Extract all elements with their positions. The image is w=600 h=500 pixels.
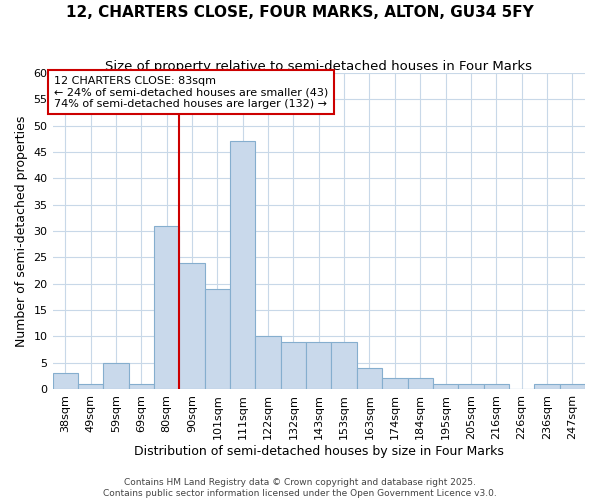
Bar xyxy=(179,262,205,389)
Text: Contains HM Land Registry data © Crown copyright and database right 2025.
Contai: Contains HM Land Registry data © Crown c… xyxy=(103,478,497,498)
Bar xyxy=(230,142,256,389)
X-axis label: Distribution of semi-detached houses by size in Four Marks: Distribution of semi-detached houses by … xyxy=(134,444,504,458)
Bar xyxy=(78,384,103,389)
Bar xyxy=(103,362,128,389)
Bar xyxy=(433,384,458,389)
Bar xyxy=(256,336,281,389)
Bar xyxy=(407,378,433,389)
Bar xyxy=(154,226,179,389)
Bar xyxy=(357,368,382,389)
Bar xyxy=(128,384,154,389)
Bar xyxy=(458,384,484,389)
Bar xyxy=(560,384,585,389)
Bar xyxy=(53,373,78,389)
Bar xyxy=(281,342,306,389)
Y-axis label: Number of semi-detached properties: Number of semi-detached properties xyxy=(15,116,28,346)
Bar xyxy=(306,342,331,389)
Bar xyxy=(382,378,407,389)
Title: Size of property relative to semi-detached houses in Four Marks: Size of property relative to semi-detach… xyxy=(105,60,532,73)
Bar xyxy=(484,384,509,389)
Bar xyxy=(534,384,560,389)
Text: 12 CHARTERS CLOSE: 83sqm
← 24% of semi-detached houses are smaller (43)
74% of s: 12 CHARTERS CLOSE: 83sqm ← 24% of semi-d… xyxy=(54,76,328,109)
Bar xyxy=(331,342,357,389)
Text: 12, CHARTERS CLOSE, FOUR MARKS, ALTON, GU34 5FY: 12, CHARTERS CLOSE, FOUR MARKS, ALTON, G… xyxy=(66,5,534,20)
Bar xyxy=(205,289,230,389)
